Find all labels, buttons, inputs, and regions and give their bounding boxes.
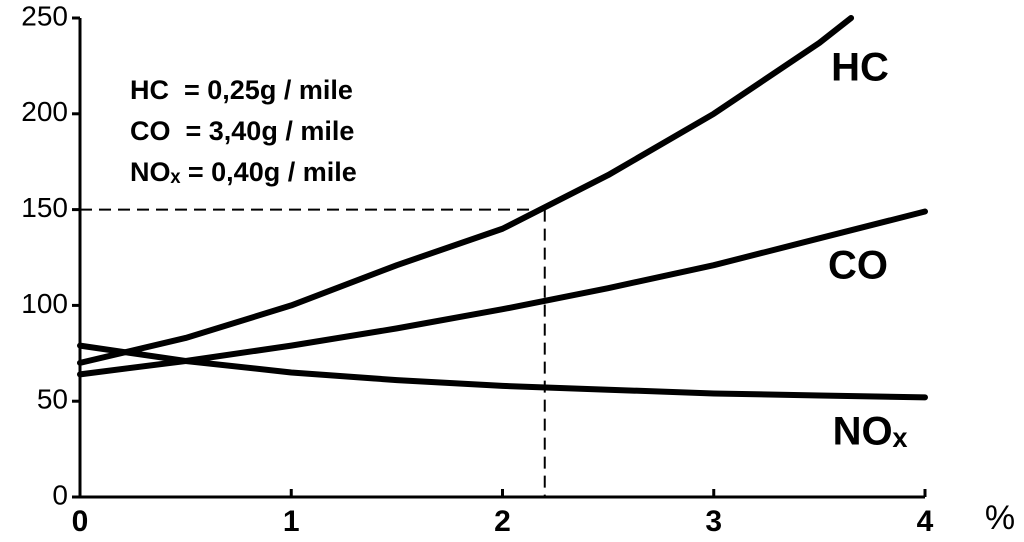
annotation: NOₓ = 0,40g / mile bbox=[130, 157, 357, 187]
series-label: HC bbox=[831, 46, 889, 90]
series-label: CO bbox=[828, 244, 888, 288]
y-tick-label: 50 bbox=[37, 384, 68, 415]
line bbox=[77, 208, 928, 378]
y-tick-label: 0 bbox=[52, 479, 68, 510]
line bbox=[77, 15, 855, 366]
x-tick-label: 1 bbox=[283, 505, 300, 538]
x-tick-label: 0 bbox=[72, 505, 89, 538]
series-label: NOₓ bbox=[833, 410, 908, 454]
y-tick-label: 250 bbox=[21, 0, 68, 31]
x-tick-label: 4 bbox=[917, 505, 934, 538]
annotation: HC = 0,25g / mile bbox=[130, 75, 353, 105]
annotation: CO = 3,40g / mile bbox=[130, 116, 354, 146]
y-tick-label: 100 bbox=[21, 288, 68, 319]
y-tick-label: 200 bbox=[21, 96, 68, 127]
x-tick-label: 3 bbox=[705, 505, 722, 538]
x-tick-label: 2 bbox=[494, 505, 511, 538]
x-axis-label: % bbox=[985, 499, 1015, 537]
line bbox=[77, 342, 928, 401]
y-tick-label: 150 bbox=[21, 192, 68, 223]
